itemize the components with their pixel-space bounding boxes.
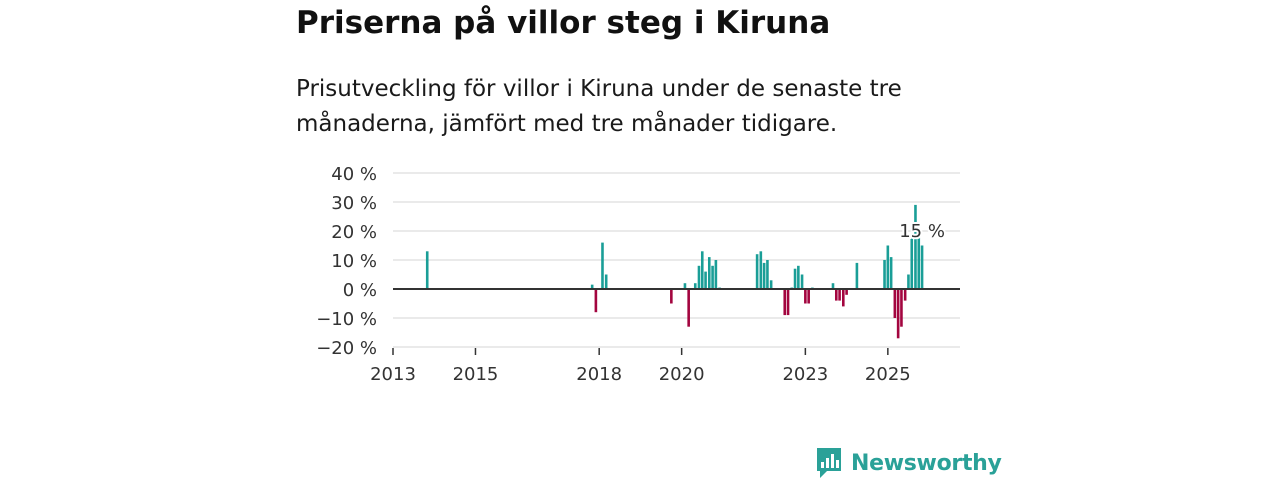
bar (893, 289, 897, 318)
bar (896, 289, 900, 339)
bar (910, 236, 914, 289)
bar-chart: 40 % 30 % 20 % 10 % 0 % −10 % −20 % 2013 2015 201… (316, 164, 960, 385)
bar (604, 274, 608, 289)
bar (766, 260, 769, 289)
chart-title: Priserna på villor steg i Kiruna (296, 5, 831, 41)
brand-logo[interactable]: Newsworthy (815, 446, 1002, 480)
bar (704, 271, 707, 289)
bar (601, 242, 604, 289)
bar (683, 283, 687, 289)
chart-subtitle: Prisutveckling för villor i Kiruna under… (296, 76, 902, 137)
bar (700, 251, 704, 289)
bar (903, 289, 907, 301)
bar (838, 289, 841, 301)
bar (889, 257, 893, 289)
bar (914, 204, 917, 289)
bar (807, 289, 810, 304)
grid-layer (393, 172, 960, 348)
bar (693, 283, 697, 289)
bar (917, 236, 921, 289)
y-tick-label: 20 % (331, 222, 377, 243)
brand-name: Newsworthy (851, 450, 1002, 476)
bar (759, 251, 763, 289)
bar (697, 265, 701, 289)
bar (707, 257, 711, 289)
bar (907, 274, 910, 289)
bar (783, 289, 787, 316)
y-tick-label: 10 % (331, 251, 377, 272)
bar (800, 274, 804, 289)
y-tick-label: 40 % (331, 164, 377, 185)
bar (845, 289, 848, 295)
x-tick-label: 2025 (865, 364, 911, 385)
bar (762, 262, 766, 289)
bar (425, 251, 429, 289)
bar (594, 289, 598, 313)
y-tick-label: −20 % (316, 338, 377, 359)
bar (670, 289, 673, 304)
bar (797, 265, 800, 289)
x-tick-label: 2020 (659, 364, 705, 385)
y-tick-label: 30 % (331, 193, 377, 214)
x-tick-label: 2013 (370, 364, 416, 385)
bar (900, 289, 903, 327)
y-tick-label: 0 % (343, 280, 377, 301)
x-tick-label: 2023 (782, 364, 828, 385)
bar (769, 280, 773, 289)
x-tick-label: 2015 (453, 364, 499, 385)
bar (886, 245, 890, 289)
bar (711, 265, 714, 289)
axis-layer (392, 288, 960, 355)
newsworthy-logo-icon (817, 448, 841, 478)
bar (855, 262, 859, 289)
bar (687, 289, 690, 327)
bar (793, 268, 797, 289)
bar (842, 289, 845, 307)
bar (883, 260, 886, 289)
bar (755, 254, 759, 289)
bar (590, 284, 594, 289)
y-tick-label: −10 % (316, 309, 377, 330)
bar (786, 289, 790, 316)
x-tick-label: 2018 (576, 364, 622, 385)
bar (831, 283, 835, 289)
bar (920, 245, 924, 289)
bar (714, 260, 718, 289)
bar (834, 289, 838, 301)
annotation-label: 15 % (899, 221, 945, 242)
label-layer: 40 % 30 % 20 % 10 % 0 % −10 % −20 % 2013 2015 201… (316, 164, 947, 385)
bar (804, 289, 807, 304)
